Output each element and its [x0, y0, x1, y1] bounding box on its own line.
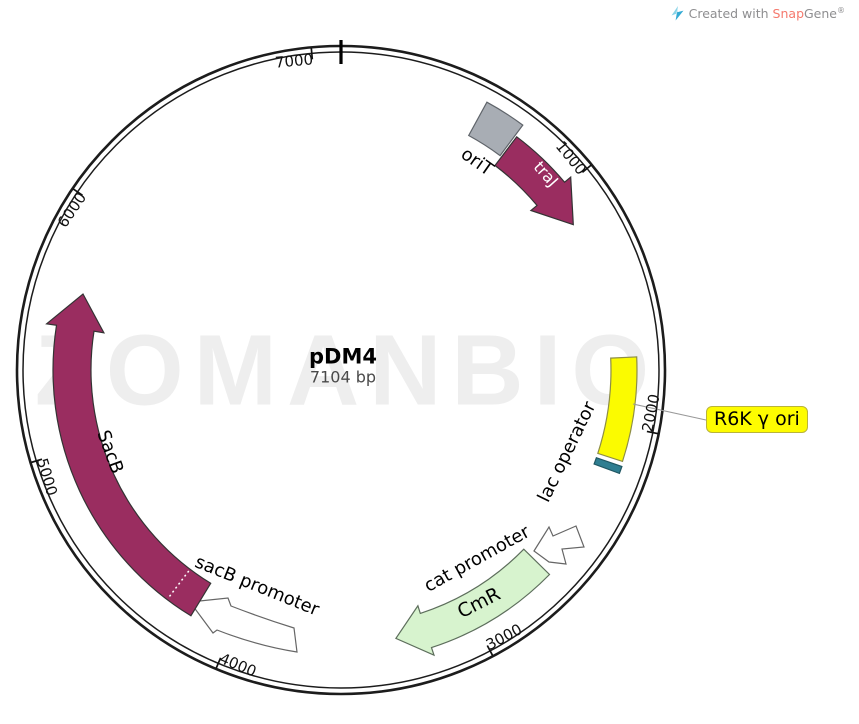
- credit-brand-snap: Snap: [772, 6, 804, 22]
- tick-6000: [72, 188, 83, 197]
- registered-mark: ®: [837, 6, 845, 15]
- plasmid-size: 7104 bp: [309, 367, 377, 387]
- tick-5000: [30, 458, 43, 464]
- feature-segment-boundary-sacb: [167, 570, 190, 599]
- feature-orit: [467, 101, 524, 157]
- tick-3000: [486, 645, 494, 657]
- feature-lac-operator: [593, 456, 623, 475]
- feature-r6k-ori: [597, 356, 638, 463]
- tick-4000: [215, 657, 222, 669]
- feature-promoter-sacb-promoter: [188, 597, 298, 653]
- snapgene-logo-icon: [671, 6, 684, 21]
- watermark-text: ZOMANBIO: [34, 314, 660, 427]
- feature-sacb: [45, 293, 212, 617]
- callout-leader-line: [632, 403, 707, 421]
- feature-promoter-cat-promoter: [533, 525, 585, 565]
- plasmid-title-block: pDM4 7104 bp: [309, 345, 377, 388]
- plasmid-name: pDM4: [309, 344, 377, 369]
- tick-2000: [646, 430, 659, 435]
- feature-traj: [494, 135, 574, 226]
- feature-callout-r6k-ori: R6K γ ori: [706, 406, 808, 433]
- snapgene-credit: Created with SnapGene®: [671, 6, 845, 21]
- credit-text: Created with SnapGene®: [688, 6, 845, 22]
- tick-1000: [581, 164, 592, 173]
- feature-cmr: [395, 548, 551, 657]
- tick-7000: [310, 47, 314, 60]
